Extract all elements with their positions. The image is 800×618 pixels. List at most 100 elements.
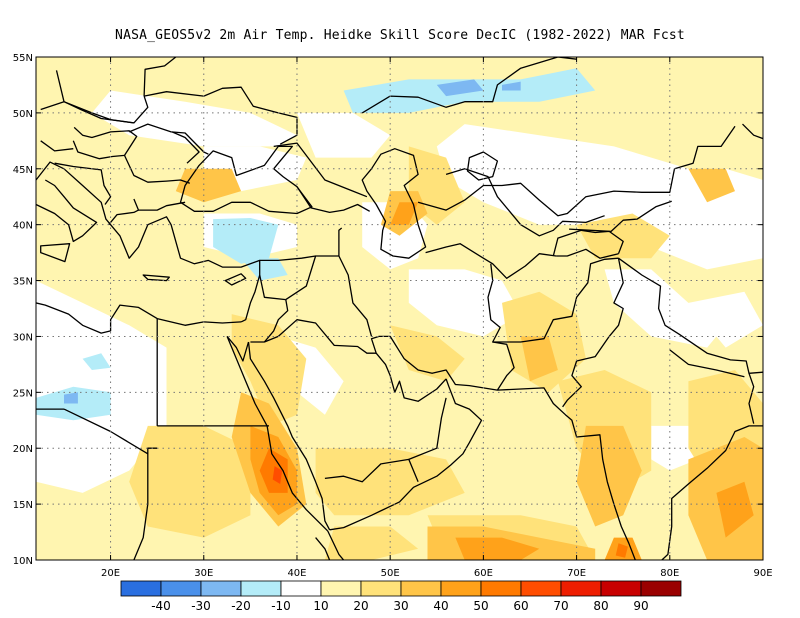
border-jordan	[250, 299, 289, 343]
east-africa-coast	[315, 537, 331, 560]
sicily	[40, 243, 71, 263]
field-ly-yemen	[324, 526, 419, 560]
border-india-china	[618, 257, 763, 374]
border-chad-sudan	[133, 453, 149, 560]
red-sea-east-coast	[247, 341, 331, 531]
colorbar-swatch	[640, 580, 682, 597]
lat-tick-label: 40N	[13, 221, 33, 232]
field-lb-russia	[436, 79, 484, 97]
lat-tick-label: 10N	[13, 556, 33, 567]
lat-tick-label: 30N	[13, 332, 33, 343]
black-sea-coast	[179, 145, 313, 215]
colorbar-swatch	[440, 580, 482, 597]
border-iran-east	[487, 263, 515, 391]
caspian-coast	[361, 148, 427, 259]
colorbar-label: 80	[593, 599, 608, 613]
colorbar-label: 70	[553, 599, 568, 613]
field-yo-central-asia	[688, 168, 735, 203]
lon-tick-label: 20E	[101, 568, 120, 579]
lat-tick-label: 20N	[13, 444, 33, 455]
field-white-north-africa	[36, 280, 167, 493]
border-china-mongolia	[742, 123, 763, 140]
field-lb-sahara	[64, 392, 78, 404]
colorbar-label: 30	[393, 599, 408, 613]
india-east-coast	[646, 425, 763, 560]
border-balkans	[54, 162, 112, 205]
axis-ticks: 20E 30E 40E 50E 60E 70E 80E 90E 10N 15N 20N 25N 30N 3…	[13, 53, 773, 579]
border-nepal	[669, 349, 745, 378]
border-austria-south	[40, 140, 74, 152]
border-kazakhstan-south	[417, 125, 736, 217]
border-saudi-north	[264, 319, 377, 354]
field-cy-turkey	[213, 218, 279, 264]
colorbar-label: 20	[353, 599, 368, 613]
colorbar-swatch	[240, 580, 282, 597]
mediterranean-south-coast	[36, 302, 242, 334]
colorbar-label: -10	[271, 599, 291, 613]
skill-score-field	[36, 57, 763, 560]
persian-gulf-coast	[370, 335, 636, 560]
lat-tick-label: 50N	[13, 109, 33, 120]
border-yemen	[324, 458, 419, 483]
arabia-south-coast	[329, 378, 483, 531]
field-white-russia	[297, 112, 391, 158]
border-kazakhstan-north	[361, 57, 577, 114]
colorbar-label: 60	[513, 599, 528, 613]
colorbar-swatch	[560, 580, 602, 597]
lat-lon-grid	[36, 57, 763, 560]
lon-tick-label: 40E	[287, 568, 306, 579]
field-cy-levant	[241, 258, 288, 281]
colorbar-swatch	[600, 580, 642, 597]
italy-coast	[36, 179, 98, 243]
colorbar-swatch	[520, 580, 562, 597]
colorbar-swatch	[360, 580, 402, 597]
border-czech-slovakia	[40, 101, 134, 124]
border-hungary-austria	[72, 126, 138, 160]
field-or-bay	[716, 481, 754, 538]
field-yo-india	[576, 425, 642, 527]
field-do-red-sea	[259, 448, 288, 493]
colorbar-swatch	[320, 580, 362, 597]
lon-tick-label: 50E	[381, 568, 400, 579]
colorbar-label: 40	[433, 599, 448, 613]
horn-of-africa	[327, 530, 345, 560]
field-yo-black-sea	[175, 168, 242, 203]
field-cy-libya	[82, 353, 111, 370]
cyprus	[224, 273, 247, 286]
lat-tick-label: 55N	[13, 53, 33, 64]
lon-tick-label: 70E	[567, 568, 586, 579]
coastlines-borders	[36, 57, 763, 560]
colorbar-label: 50	[473, 599, 488, 613]
colorbar-swatch	[160, 580, 202, 597]
border-iraq	[285, 255, 373, 337]
colorbar-label: -30	[191, 599, 211, 613]
border-ukraine	[128, 123, 209, 155]
lat-tick-label: 25N	[13, 388, 33, 399]
border-turkmenistan	[425, 243, 557, 279]
sinai	[226, 335, 250, 362]
field-white-himalaya	[604, 269, 726, 348]
border-bangladesh	[748, 373, 755, 424]
red-sea-west-coast	[226, 336, 329, 532]
border-uzbek	[445, 168, 605, 237]
border-syria-turkey	[259, 255, 316, 262]
colorbar-swatch	[480, 580, 522, 597]
lon-tick-label: 90E	[753, 568, 772, 579]
colorbar-label: 90	[633, 599, 648, 613]
colorbar-swatch	[280, 580, 322, 597]
field-or-arabian-sea	[455, 537, 540, 560]
border-kyrgyz	[569, 200, 672, 233]
field-yo-pakistan	[520, 336, 558, 382]
border-tajik	[552, 229, 624, 257]
border-oman	[408, 397, 447, 461]
border-turkey-georgia	[296, 186, 371, 214]
crete	[142, 274, 170, 282]
field-ly-sudan	[129, 425, 251, 538]
colorbar-swatch	[120, 580, 162, 597]
colorbar-label: -20	[231, 599, 251, 613]
border-syria	[259, 274, 286, 301]
lon-tick-label: 30E	[194, 568, 213, 579]
field-white-central-asia	[436, 124, 763, 270]
colorbar-swatch	[400, 580, 442, 597]
